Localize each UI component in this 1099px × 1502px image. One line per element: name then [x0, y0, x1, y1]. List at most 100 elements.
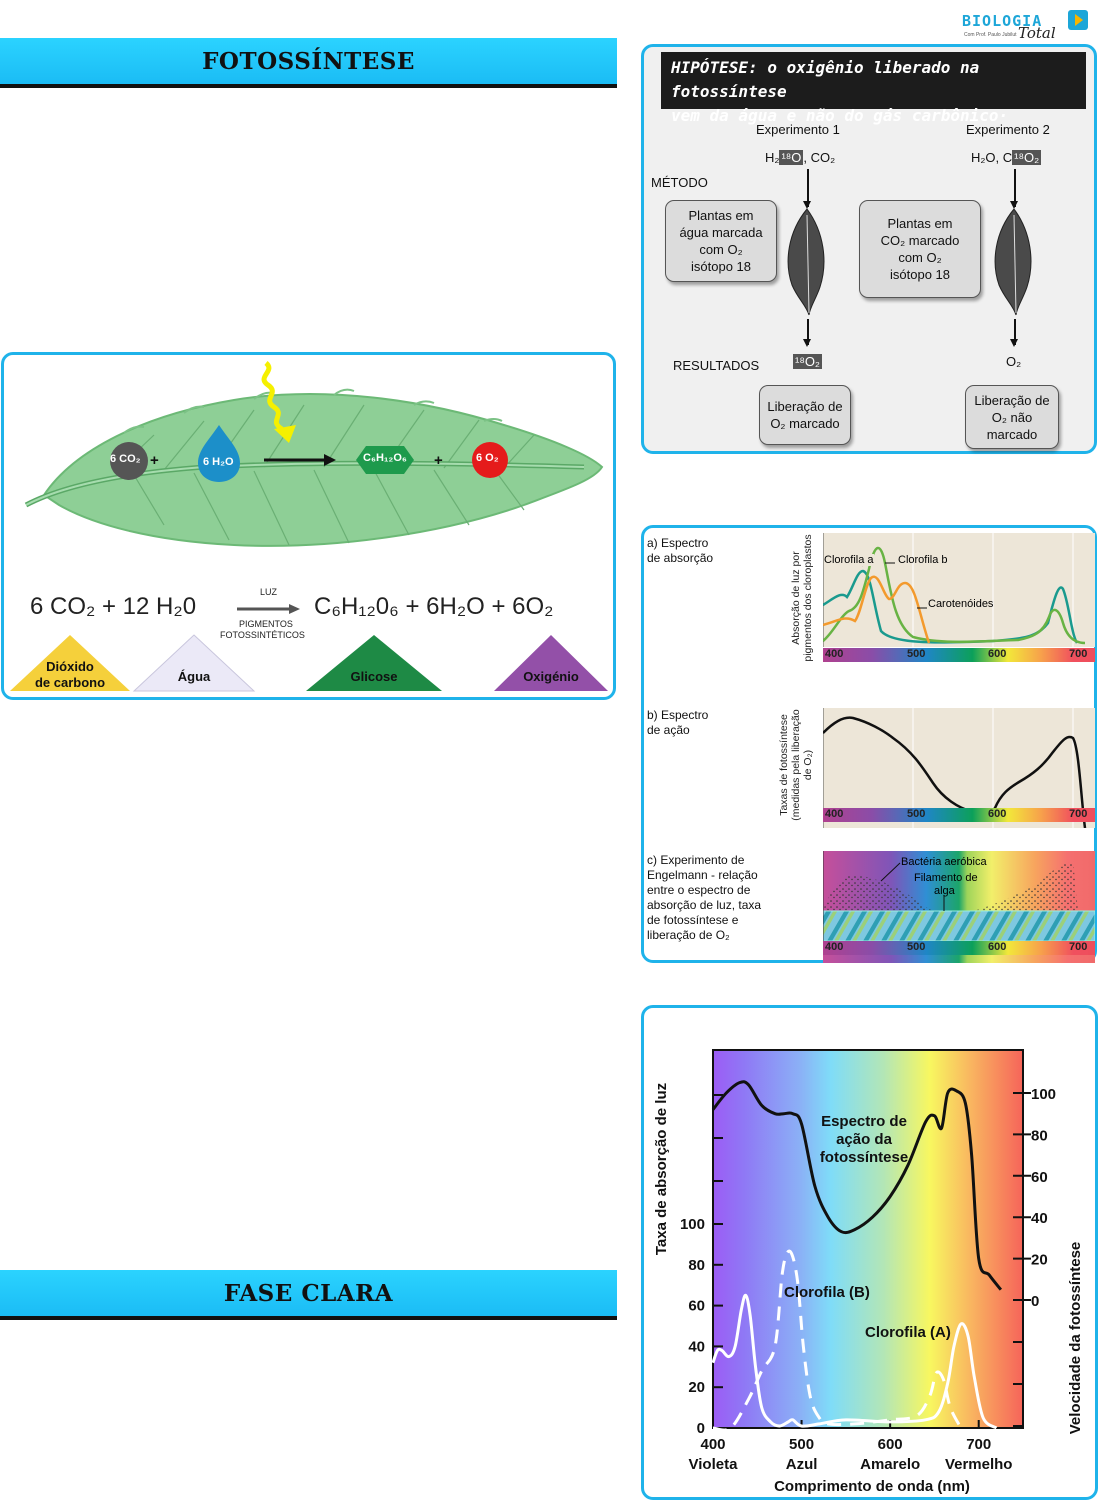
absorption-spectrum-plot — [823, 533, 1095, 647]
equation-panel: + + 6 CO₂ 6 H₂O C₆H₁₂O₆ 6 O₂ 6 CO₂ + 12 … — [1, 352, 616, 700]
annotation-clorofila-a: Clorofila a — [824, 554, 874, 566]
input-pre: H₂ — [765, 150, 780, 165]
result-box-1: Liberação de O₂ marcado — [759, 385, 851, 445]
y-right-tick-label: 0 — [1031, 1293, 1039, 1310]
equation-right: C₆H₁₂0₆ + 6H₂O + 6O₂ — [314, 593, 554, 620]
y-tick-label: 60 — [688, 1298, 705, 1315]
x-tick-color-name: Violeta — [689, 1456, 739, 1473]
leaf-reactant-co2: 6 CO₂ — [110, 453, 141, 465]
section-header-fotossintese: FOTOSSÍNTESE — [0, 38, 617, 88]
series-carotenoides — [823, 575, 931, 644]
experiment-2-input: H₂O, C ¹⁸O₂ — [971, 150, 1042, 165]
plus-sign: + — [150, 452, 159, 469]
tick-label: 500 — [907, 648, 926, 660]
hypothesis-line: vem da água e não do gás carbônico· — [671, 106, 1009, 125]
x-tick-color-name: Azul — [786, 1456, 818, 1473]
plus-sign: + — [434, 452, 443, 469]
leaf-product-glucose: C₆H₁₂O₆ — [363, 452, 407, 464]
method-box-2: Plantas em CO₂ marcado com O₂ isótopo 18 — [859, 200, 981, 298]
input-post: , CO₂ — [803, 150, 836, 165]
spectrum-c-label: c) Experimento de Engelmann - relação en… — [647, 853, 761, 943]
tick-label: 700 — [1069, 808, 1088, 820]
x-tick-label: 500 — [789, 1436, 814, 1453]
leaf-icon — [787, 208, 825, 316]
x-tick-label: 600 — [878, 1436, 903, 1453]
arrow-label-pigmentos: PIGMENTOS — [239, 619, 293, 629]
section-header-fase-clara: FASE CLARA — [0, 1270, 617, 1320]
series-clorofila-b — [823, 546, 1086, 645]
tick-label: 400 — [825, 648, 844, 660]
label-line: liberação de O₂ — [647, 928, 730, 942]
box-line: O₂ não — [991, 409, 1033, 425]
molecule-label-text: de carbono — [35, 675, 105, 690]
annotation-espectro: Espectro de — [821, 1113, 907, 1130]
x-tick-color-name: Vermelho — [945, 1456, 1013, 1473]
section-title: FOTOSSÍNTESE — [202, 47, 415, 75]
annotation-espectro: fotossíntese — [820, 1149, 908, 1166]
molecule-label-triangle: Glicose — [306, 635, 442, 691]
label-line: a) Espectro — [647, 536, 709, 550]
molecule-label-triangle: Oxigénio — [494, 635, 608, 691]
tick-label: 700 — [1069, 648, 1088, 660]
experiment-panel: HIPÓTESE: o oxigênio liberado na fotossí… — [641, 44, 1097, 454]
tick-label: 700 — [1069, 941, 1088, 953]
tick-label: 500 — [907, 808, 926, 820]
annotation-filament-1: Filamento de — [914, 872, 978, 884]
box-line: Liberação de — [767, 399, 843, 414]
label-line: Engelmann - relação — [647, 868, 758, 882]
y-tick-label: 40 — [688, 1338, 705, 1355]
label-line: c) Experimento de — [647, 853, 745, 867]
logo-word: BIOLOGIA — [962, 12, 1043, 30]
box-line: Plantas em — [887, 216, 953, 231]
experiment-1-title: Experimento 1 — [756, 122, 840, 137]
leaf-reactant-h2o: 6 H₂O — [203, 456, 234, 468]
y-axis-label: Taxa de absorção de luz — [653, 1083, 670, 1255]
y-right-tick-label: 40 — [1031, 1210, 1048, 1227]
label-line: absorção de luz, taxa — [647, 898, 762, 912]
box-line: Plantas em — [688, 208, 754, 223]
result-1-tag: ¹⁸O₂ — [793, 354, 822, 369]
molecule-label-text: Dióxido — [46, 659, 94, 674]
series-clorofila-a — [711, 1293, 998, 1430]
annotation-espectro: ação da — [836, 1131, 893, 1148]
box-line: Liberação de — [974, 392, 1050, 408]
label-line: entre o espectro de — [647, 883, 751, 897]
isotope-tag: ¹⁸O — [779, 150, 804, 165]
label-line: de O₂) — [802, 749, 814, 781]
box-line: marcado — [986, 426, 1038, 442]
experiment-2-title: Experimento 2 — [966, 122, 1050, 137]
arrow-label-fotossinteticos: FOTOSSINTÉTICOS — [220, 630, 305, 640]
y-tick-label: 100 — [680, 1216, 705, 1233]
label-line: b) Espectro — [647, 708, 709, 722]
molecule-label-text: Glicose — [351, 669, 398, 684]
spectrum-scale: 400 500 600 700 — [823, 808, 1095, 822]
section-title: FASE CLARA — [223, 1279, 394, 1307]
hypothesis-box: HIPÓTESE: o oxigênio liberado na fotossí… — [661, 52, 1086, 125]
tick-label: 600 — [988, 808, 1007, 820]
annotation-clorofila-b: Clorofila (B) — [784, 1284, 870, 1301]
leaf-icon — [994, 208, 1032, 316]
box-line: isótopo 18 — [691, 259, 751, 274]
result-box-2: Liberação de O₂ não marcado — [965, 385, 1059, 449]
box-line: com O₂ — [699, 242, 743, 257]
isotope-tag: ¹⁸O₂ — [1012, 150, 1042, 165]
tick-label: 600 — [988, 648, 1007, 660]
box-line: CO₂ marcado — [880, 233, 960, 248]
series-espectro-de-a-o-da-fotoss-ntese — [711, 1080, 1003, 1291]
label-line: de absorção — [647, 551, 714, 565]
annotation-clorofila-a: Clorofila (A) — [865, 1324, 951, 1341]
x-tick-color-name: Amarelo — [860, 1456, 920, 1473]
equation-left: 6 CO₂ + 12 H₂0 — [30, 593, 197, 620]
y-tick-label: 20 — [688, 1379, 705, 1396]
arrow-down-icon — [1011, 319, 1017, 347]
label-line: de ação — [647, 723, 690, 737]
input-pre: H₂O, C — [971, 150, 1013, 165]
arrow-down-icon — [804, 169, 810, 209]
arrow-down-icon — [1011, 169, 1017, 209]
y-right-tick-label: 60 — [1031, 1169, 1048, 1186]
y-tick-label: 0 — [697, 1420, 705, 1437]
spectrum-scale: 400 500 600 700 — [823, 648, 1095, 662]
spectrum-b-ylabel: Taxas de fotossíntese (medidas pela libe… — [778, 700, 814, 830]
annotation-carotenoides: Carotenóides — [928, 598, 994, 610]
